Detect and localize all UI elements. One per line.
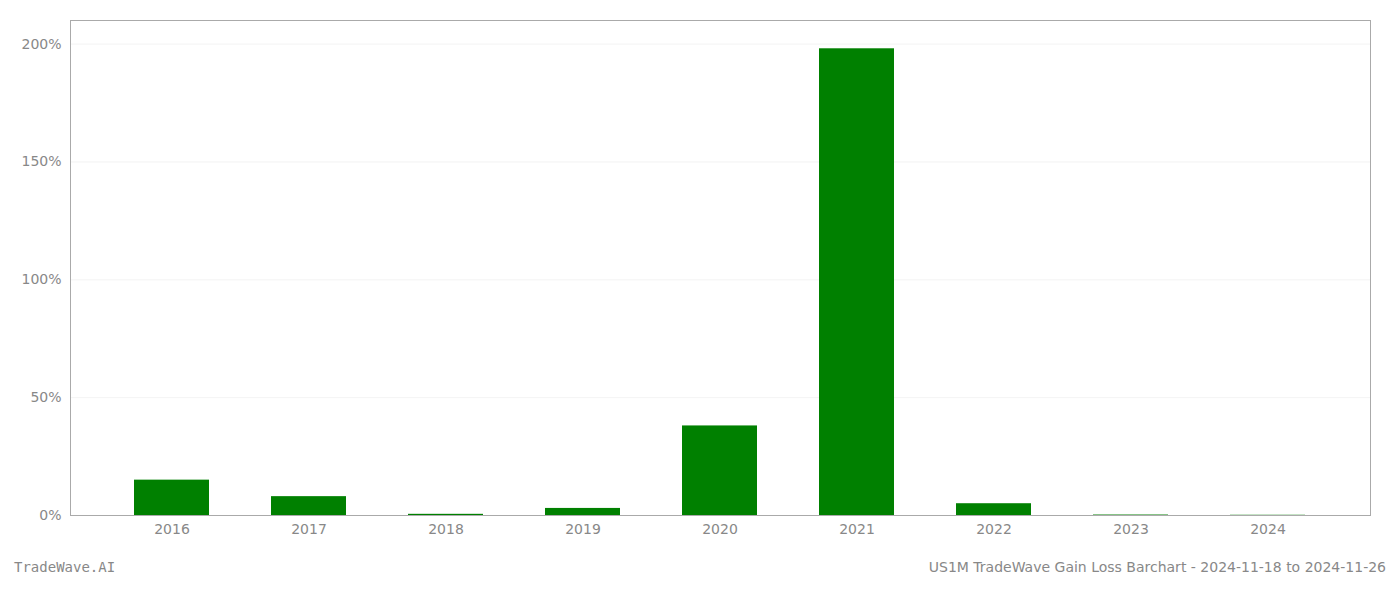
svg-text:2017: 2017 [291, 521, 327, 537]
svg-text:2023: 2023 [1113, 521, 1149, 537]
svg-text:2019: 2019 [565, 521, 601, 537]
svg-text:2024: 2024 [1250, 521, 1286, 537]
svg-text:2021: 2021 [839, 521, 875, 537]
svg-text:100%: 100% [21, 271, 61, 287]
svg-text:0%: 0% [39, 507, 61, 523]
html-text:TradeWave.AI: TradeWave.AI [14, 559, 116, 575]
svg-text:50%: 50% [30, 389, 61, 405]
svg-text:2022: 2022 [976, 521, 1012, 537]
html-text:US1M TradeWave Gain Loss Barch: US1M TradeWave Gain Loss Barchart - 2024… [928, 559, 1386, 575]
svg-text:2020: 2020 [702, 521, 738, 537]
svg-text:2016: 2016 [154, 521, 190, 537]
svg-text:150%: 150% [21, 153, 61, 169]
svg-text:200%: 200% [21, 36, 61, 52]
svg-text:2018: 2018 [428, 521, 464, 537]
